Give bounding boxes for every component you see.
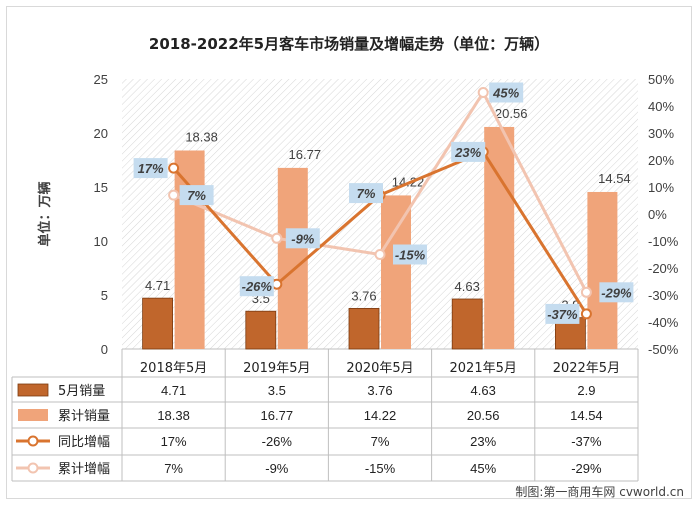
table-cell: 3.76 (367, 383, 392, 398)
table-cell: -29% (571, 461, 602, 476)
table-cell: 4.71 (161, 383, 186, 398)
bar-monthly (451, 298, 483, 350)
y2-tick-label: -10% (648, 234, 679, 249)
yoy-growth-label: -26% (242, 279, 273, 294)
point-yoy-growth (168, 162, 180, 174)
bar-cumulative (587, 191, 618, 349)
y2-tick-label: 40% (648, 99, 674, 114)
legend-label: 同比增幅 (58, 435, 110, 450)
cumulative-growth-label: -9% (291, 231, 315, 246)
y2-tick-label: 0% (648, 207, 667, 222)
category-label: 2021年5月 (450, 361, 517, 376)
category-label: 2018年5月 (140, 361, 207, 376)
cumulative-growth-label: -15% (395, 248, 426, 263)
table-cell: 7% (164, 461, 183, 476)
cumulative-growth-label-box (489, 82, 524, 103)
point-cumulative-growth (477, 87, 489, 98)
point-cumulative-growth (168, 189, 180, 201)
table-cell: 4.63 (471, 383, 496, 398)
cumulative-growth-label-box (393, 244, 427, 265)
point-cumulative-growth (580, 286, 592, 298)
table-cell: -9% (265, 461, 289, 476)
legend-label: 累计增幅 (58, 462, 110, 477)
category-label: 2020年5月 (346, 361, 413, 376)
y-tick-label: 20 (94, 126, 108, 141)
y2-tick-label: 30% (648, 126, 674, 141)
y-tick-label: 10 (94, 234, 108, 249)
table-cell: 3.5 (268, 383, 286, 398)
yoy-growth-label-box (545, 303, 580, 324)
category-label: 2022年5月 (553, 361, 620, 376)
yoy-growth-label-box (133, 158, 168, 179)
legend-label: 5月销量 (58, 384, 105, 399)
yoy-growth-label-box (239, 276, 274, 297)
y-tick-label: 25 (94, 72, 108, 87)
table-cell: -26% (262, 434, 293, 449)
table-cell: 17% (161, 434, 187, 449)
yoy-growth-label: 17% (138, 161, 164, 176)
table-cell: -15% (365, 461, 396, 476)
table-cell: 7% (371, 434, 390, 449)
bar-label-monthly: 4.71 (145, 278, 170, 293)
y2-tick-label: 10% (648, 180, 674, 195)
y-tick-label: 5 (101, 288, 108, 303)
table-cell: 2.9 (577, 383, 595, 398)
yoy-growth-label: 7% (357, 186, 376, 201)
y2-tick-label: -50% (648, 342, 679, 357)
y2-tick-label: -30% (648, 288, 679, 303)
bar-label-monthly: 4.63 (455, 279, 480, 294)
table-cell: 23% (470, 434, 496, 449)
y2-tick-label: 20% (648, 153, 674, 168)
table-cell: 20.56 (467, 408, 500, 423)
bar-label-cumulative: 18.38 (185, 129, 218, 144)
yoy-growth-label: 23% (454, 145, 481, 160)
bar-monthly (245, 310, 277, 350)
cumulative-growth-label: 45% (492, 86, 519, 101)
table-cell: 14.54 (570, 408, 603, 423)
legend-label: 累计销量 (58, 409, 110, 424)
table-cell: -37% (571, 434, 602, 449)
bar-label-cumulative: 16.77 (289, 147, 322, 162)
chart-title: 2018-2022年5月客车市场销量及增幅走势（单位：万辆） (149, 35, 549, 53)
y-tick-label: 0 (101, 342, 108, 357)
bar-monthly (348, 307, 380, 350)
bar-cumulative (277, 167, 308, 349)
legend-key-cumulative (18, 409, 48, 421)
table-cell: 14.22 (364, 408, 397, 423)
y2-tick-label: -20% (648, 261, 679, 276)
yoy-growth-label-box (349, 183, 383, 204)
legend-key-yoy-marker (27, 435, 39, 447)
cumulative-growth-label: -29% (601, 285, 632, 300)
cumulative-growth-label-box (285, 228, 320, 249)
credit-note: 制图:第一商用车网 cvworld.cn (515, 484, 684, 499)
y-axis-label: 单位：万辆 (37, 181, 53, 246)
bar-label-monthly: 3.76 (351, 288, 376, 303)
point-cumulative-growth (374, 249, 386, 260)
table-cell: 18.38 (157, 408, 190, 423)
y2-tick-label: 50% (648, 72, 674, 87)
bar-label-cumulative: 20.56 (495, 106, 528, 121)
legend-key-cum-growth-marker (27, 462, 39, 474)
bar-label-cumulative: 14.54 (598, 171, 631, 186)
bar-cumulative (381, 195, 411, 349)
yoy-growth-label-box (451, 141, 486, 162)
cumulative-growth-label: 7% (187, 188, 206, 203)
bar-cumulative (174, 150, 205, 349)
legend-key-monthly (17, 383, 49, 397)
y2-tick-label: -40% (648, 315, 679, 330)
table-cell: 16.77 (261, 408, 294, 423)
yoy-growth-label: -37% (547, 307, 578, 322)
point-cumulative-growth (271, 232, 283, 244)
category-label: 2019年5月 (243, 361, 310, 376)
bar-monthly (142, 297, 174, 350)
table-cell: 45% (470, 461, 496, 476)
cumulative-growth-label-box (599, 282, 634, 303)
point-yoy-growth (580, 308, 592, 320)
y-tick-label: 15 (94, 180, 108, 195)
cumulative-growth-label-box (179, 185, 214, 206)
